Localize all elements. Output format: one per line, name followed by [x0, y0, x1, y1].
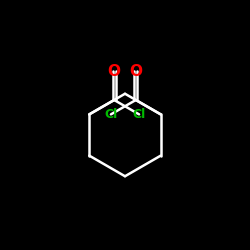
Text: Cl: Cl: [104, 108, 118, 121]
Text: O: O: [108, 64, 121, 79]
Text: O: O: [129, 64, 142, 79]
Text: Cl: Cl: [132, 108, 146, 121]
